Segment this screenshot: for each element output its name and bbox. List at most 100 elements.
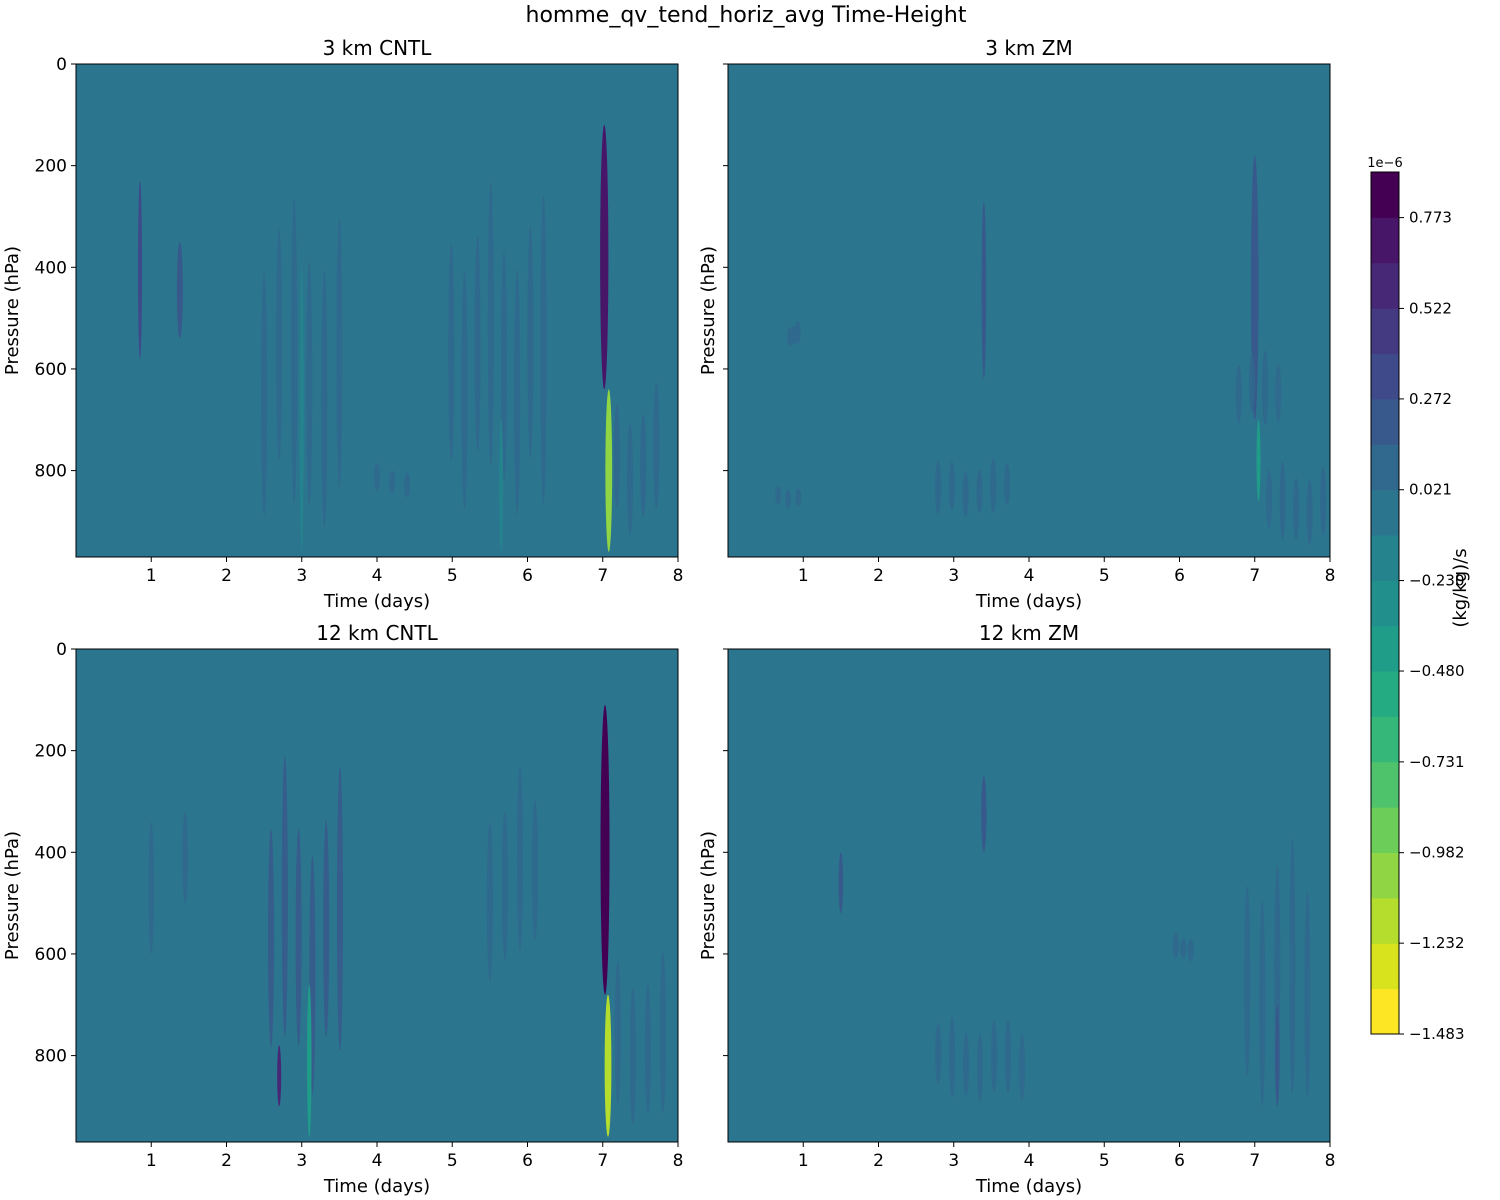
contour-filament (337, 767, 344, 1051)
contour-filament (627, 423, 634, 535)
x-tick-label: 8 (673, 566, 684, 586)
colorbar-level (1371, 943, 1399, 990)
figure-title: homme_qv_tend_horiz_avg Time-Height (526, 3, 967, 28)
colorbar-tick-label: 0.021 (1409, 481, 1452, 499)
contour-filament (321, 269, 328, 528)
contour-filament (306, 261, 313, 505)
colorbar-level (1371, 671, 1399, 717)
y-axis-label: Pressure (hPa) (2, 246, 23, 375)
contour-filament (281, 756, 288, 1037)
y-axis-label: Pressure (hPa) (698, 831, 719, 960)
contour-filament (461, 270, 468, 510)
contour-filament (527, 224, 534, 460)
colorbar-level (1371, 716, 1399, 763)
x-tick-label: 6 (522, 1151, 533, 1171)
contour-streak (176, 241, 183, 339)
contour-filament (532, 799, 539, 940)
field-background (728, 64, 1330, 557)
contour-streak (499, 419, 504, 552)
contour-patch (374, 463, 411, 498)
y-tick-label: 800 (35, 1047, 67, 1067)
contour-streak (981, 776, 987, 853)
x-tick-label: 5 (1099, 566, 1110, 586)
contour-streak (600, 124, 609, 390)
contour-filament (1019, 1033, 1026, 1102)
contour-filament (295, 828, 302, 1046)
colorbar-level (1371, 398, 1399, 445)
contour-patch (486, 766, 539, 982)
contour-filament (501, 811, 508, 961)
contour-filament (500, 251, 507, 482)
contour-streak (299, 267, 304, 552)
colorbar-level (1371, 308, 1399, 354)
x-tick-label: 2 (221, 1151, 232, 1171)
colorbar-level (1371, 217, 1399, 264)
x-tick-label: 5 (1099, 1151, 1110, 1171)
x-tick-label: 3 (296, 1151, 307, 1171)
contour-filament (795, 488, 802, 506)
y-tick-label: 800 (35, 462, 67, 482)
contour-filament (976, 469, 983, 514)
x-tick-label: 7 (597, 1151, 608, 1171)
x-tick-label: 5 (447, 566, 458, 586)
contour-streak (605, 389, 613, 552)
y-tick-label: 200 (35, 742, 67, 762)
colorbar-level (1371, 444, 1399, 491)
y-tick-label: 400 (35, 843, 67, 863)
contour-filament (276, 229, 283, 460)
contour-filament (1005, 1019, 1012, 1094)
x-tick-label: 7 (1249, 566, 1260, 586)
contour-filament (1244, 885, 1251, 1077)
panel-3: 12 km CNTL 1 2 3 4 5 6 7 8 Time (days) 0 200 400 600 8… (2, 621, 683, 1197)
contour-patch (1172, 932, 1194, 962)
contour-filament (374, 463, 380, 492)
y-axis-label: Pressure (hPa) (2, 831, 23, 960)
contour-streak (137, 180, 142, 359)
contour-streak (604, 994, 612, 1137)
contour-patch (261, 199, 343, 528)
contour-filament (516, 766, 523, 951)
x-tick-label: 2 (873, 566, 884, 586)
contour-filament (1275, 363, 1282, 423)
x-tick-label: 1 (798, 566, 809, 586)
contour-filament (990, 458, 997, 514)
contour-filament (653, 382, 660, 510)
panel-field (728, 649, 1330, 1142)
contour-patch (613, 382, 660, 535)
panel-title: 3 km ZM (985, 36, 1072, 60)
contour-streak (148, 821, 154, 954)
x-tick-label: 3 (948, 566, 959, 586)
contour-filament (474, 234, 481, 452)
panel-2: 3 km ZM 1 2 3 4 5 6 7 8 Time (days) Pressure (hPa) (698, 36, 1335, 612)
x-tick-label: 3 (948, 1151, 959, 1171)
colorbar-tick-label: −0.480 (1409, 662, 1465, 680)
x-axis-label: Time (days) (323, 1176, 430, 1197)
x-tick-label: 4 (372, 566, 383, 586)
colorbar-tick-label: −0.230 (1409, 572, 1465, 590)
contour-streak (277, 1045, 282, 1107)
y-tick-label: 600 (35, 360, 67, 380)
contour-filament (1320, 466, 1327, 535)
x-axis-label: Time (days) (323, 591, 430, 612)
x-axis-label: Time (days) (975, 591, 1082, 612)
y-tick-label: 0 (56, 55, 67, 75)
contour-filament (785, 489, 792, 509)
x-tick-label: 6 (522, 566, 533, 586)
x-tick-label: 6 (1174, 1151, 1185, 1171)
contour-filament (1279, 461, 1286, 539)
contour-filament (991, 1020, 998, 1093)
x-tick-label: 7 (1249, 1151, 1260, 1171)
contour-filament (448, 243, 455, 461)
contour-filament (629, 988, 636, 1125)
y-axis-label: Pressure (hPa) (698, 246, 719, 375)
contour-filament (614, 961, 621, 1105)
contour-filament (1304, 891, 1311, 1097)
contour-streak (182, 811, 188, 904)
contour-streak (1250, 155, 1259, 420)
colorbar-level (1371, 625, 1399, 672)
x-tick-label: 1 (146, 566, 157, 586)
y-tick-label: 400 (35, 258, 67, 278)
contour-filament (659, 951, 666, 1114)
contour-streak (838, 852, 844, 914)
colorbar-tick-label: −0.731 (1409, 753, 1465, 771)
